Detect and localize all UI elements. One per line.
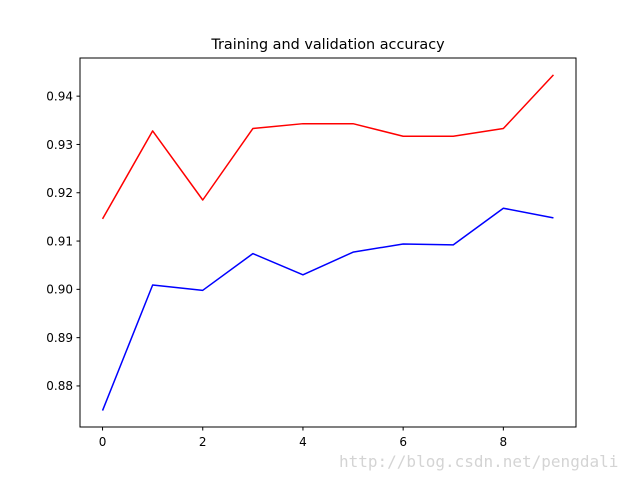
y-tick-label: 0.91 <box>46 234 73 248</box>
y-tick-label: 0.88 <box>46 379 73 393</box>
x-tick-label: 0 <box>99 435 107 449</box>
y-tick-label: 0.92 <box>46 186 73 200</box>
series-layer <box>103 75 554 411</box>
x-tick-label: 8 <box>500 435 508 449</box>
y-tick-label: 0.93 <box>46 138 73 152</box>
plot-frame <box>80 58 576 427</box>
series-line-0 <box>103 208 554 410</box>
x-tick-label: 6 <box>399 435 407 449</box>
chart-title: Training and validation accuracy <box>210 37 445 53</box>
y-tick-label: 0.90 <box>46 283 73 297</box>
y-tick-label: 0.94 <box>46 89 73 103</box>
watermark-text: http://blog.csdn.net/pengdali <box>339 452 618 471</box>
series-line-1 <box>103 75 554 219</box>
y-tick-label: 0.89 <box>46 331 73 345</box>
x-tick-label: 2 <box>199 435 207 449</box>
y-axis: 0.88 0.89 0.90 0.91 0.92 0.93 0.94 <box>46 89 80 393</box>
x-axis: 0 2 4 6 8 <box>99 427 507 449</box>
x-tick-label: 4 <box>299 435 307 449</box>
